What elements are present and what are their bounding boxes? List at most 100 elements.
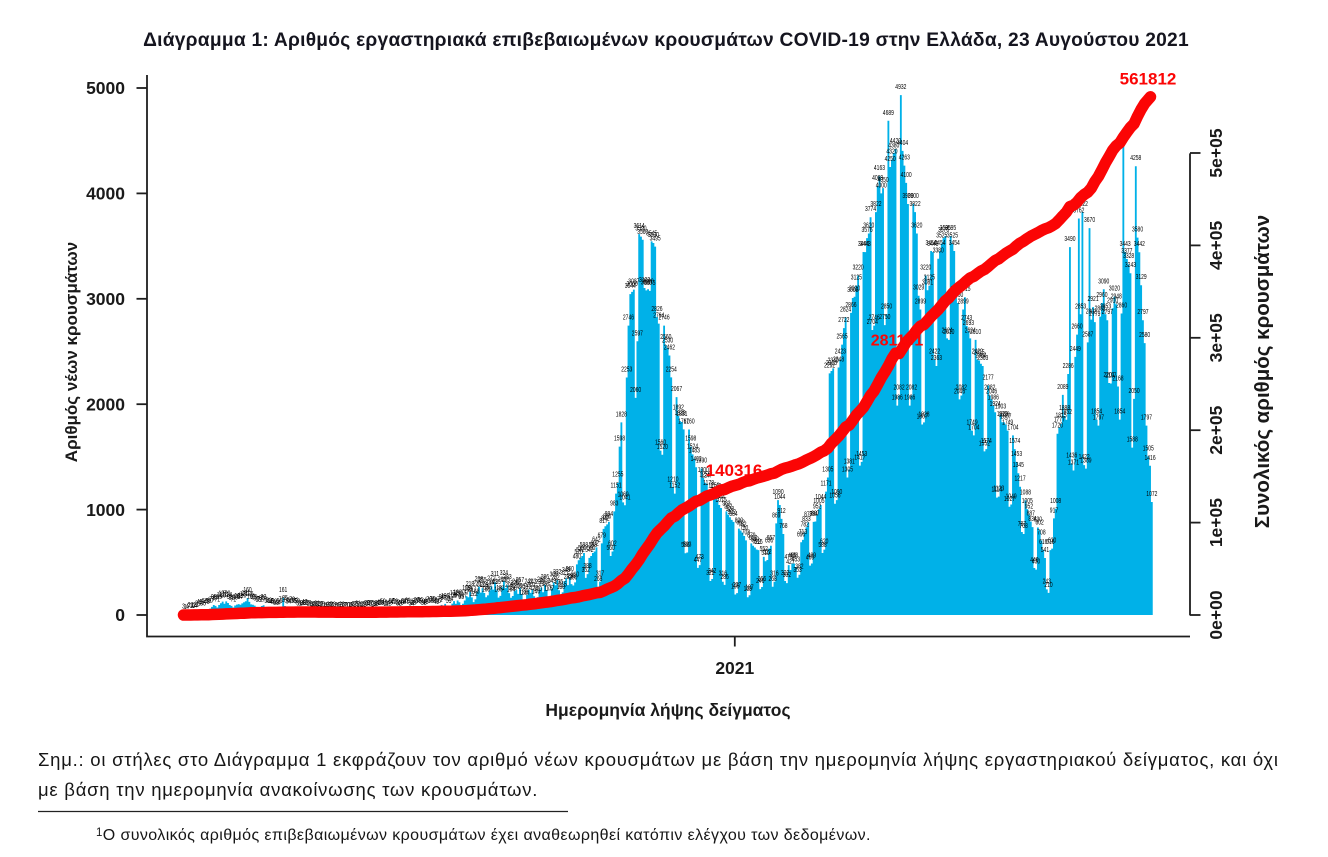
svg-text:1815: 1815 <box>1056 413 1067 420</box>
svg-text:58: 58 <box>428 598 434 605</box>
svg-text:93: 93 <box>261 594 267 601</box>
svg-text:54: 54 <box>286 598 292 605</box>
svg-text:322: 322 <box>781 570 789 577</box>
svg-text:Ημερομηνία λήψης δείγματος: Ημερομηνία λήψης δείγματος <box>545 700 790 720</box>
svg-text:708: 708 <box>1037 529 1045 536</box>
svg-text:1807: 1807 <box>1000 414 1011 421</box>
svg-text:316: 316 <box>719 571 727 578</box>
svg-text:917: 917 <box>1050 507 1058 514</box>
svg-text:2899: 2899 <box>958 298 969 305</box>
svg-text:430: 430 <box>1032 559 1040 566</box>
svg-text:2824: 2824 <box>840 306 851 313</box>
svg-text:2960: 2960 <box>1096 292 1107 299</box>
svg-text:4404: 4404 <box>897 140 908 147</box>
svg-text:20: 20 <box>345 602 351 609</box>
svg-text:3220: 3220 <box>853 265 864 272</box>
svg-text:49: 49 <box>400 599 406 606</box>
svg-text:95: 95 <box>216 594 222 601</box>
svg-text:2449: 2449 <box>1070 346 1081 353</box>
svg-text:3454: 3454 <box>926 240 937 247</box>
svg-text:1829: 1829 <box>997 411 1008 418</box>
svg-text:1828: 1828 <box>999 411 1010 418</box>
svg-text:2363: 2363 <box>931 355 942 362</box>
svg-text:884: 884 <box>729 511 737 518</box>
svg-text:4263: 4263 <box>899 155 910 162</box>
svg-text:602: 602 <box>608 541 616 548</box>
svg-text:1305: 1305 <box>822 467 833 474</box>
svg-text:2384: 2384 <box>975 353 986 360</box>
svg-text:2802: 2802 <box>1086 309 1097 316</box>
svg-text:18: 18 <box>348 602 354 609</box>
svg-text:616: 616 <box>1039 539 1047 546</box>
svg-text:73: 73 <box>426 596 432 603</box>
svg-text:87: 87 <box>213 595 219 602</box>
svg-text:3087: 3087 <box>628 279 639 286</box>
svg-text:332: 332 <box>553 569 561 576</box>
svg-text:4320: 4320 <box>886 149 897 156</box>
svg-text:97: 97 <box>250 594 256 601</box>
svg-text:146: 146 <box>532 589 540 596</box>
svg-text:21: 21 <box>329 602 335 609</box>
svg-text:45: 45 <box>377 599 383 606</box>
svg-text:52: 52 <box>272 599 278 606</box>
svg-text:2197: 2197 <box>1105 372 1116 379</box>
svg-text:1797: 1797 <box>1093 415 1104 422</box>
svg-text:679: 679 <box>598 532 606 539</box>
svg-text:208: 208 <box>505 582 513 589</box>
svg-text:215: 215 <box>559 581 567 588</box>
svg-text:235: 235 <box>493 579 501 586</box>
svg-text:1986: 1986 <box>988 395 999 402</box>
svg-text:322: 322 <box>706 570 714 577</box>
svg-text:18: 18 <box>332 602 338 609</box>
svg-text:283: 283 <box>503 574 511 581</box>
svg-text:2779: 2779 <box>1089 311 1100 318</box>
svg-text:179: 179 <box>462 585 470 592</box>
svg-text:39: 39 <box>378 600 384 607</box>
svg-text:55: 55 <box>435 598 441 605</box>
svg-text:2046: 2046 <box>954 388 965 395</box>
svg-text:14: 14 <box>346 603 352 610</box>
svg-text:75: 75 <box>430 596 436 603</box>
svg-text:136: 136 <box>519 590 527 597</box>
svg-text:1114: 1114 <box>991 487 1002 494</box>
svg-text:642: 642 <box>592 536 600 543</box>
svg-text:2565: 2565 <box>837 334 848 341</box>
svg-text:2750: 2750 <box>879 314 890 321</box>
svg-text:Διάγραμμα 1: Αριθμός εργαστηρι: Διάγραμμα 1: Αριθμός εργαστηριακά επιβεβ… <box>143 30 1189 51</box>
svg-text:782: 782 <box>801 522 809 529</box>
svg-text:30: 30 <box>373 601 379 608</box>
svg-text:67: 67 <box>414 597 420 604</box>
svg-text:56: 56 <box>277 598 283 605</box>
svg-text:3620: 3620 <box>911 223 922 230</box>
svg-text:25: 25 <box>353 601 359 608</box>
svg-text:127: 127 <box>219 591 227 598</box>
svg-text:2624: 2624 <box>942 327 953 334</box>
svg-text:2921: 2921 <box>1088 296 1099 303</box>
svg-text:114: 114 <box>224 592 232 599</box>
svg-text:101: 101 <box>247 593 255 600</box>
svg-text:690: 690 <box>797 531 805 538</box>
svg-text:95: 95 <box>458 594 464 601</box>
svg-text:489: 489 <box>808 553 816 560</box>
svg-text:1027: 1027 <box>1004 496 1015 503</box>
svg-text:1704: 1704 <box>1007 424 1018 431</box>
svg-text:1797: 1797 <box>1141 415 1152 422</box>
svg-text:234: 234 <box>486 579 494 586</box>
svg-text:750: 750 <box>740 525 748 532</box>
svg-text:1171: 1171 <box>821 481 832 488</box>
svg-text:1345: 1345 <box>1013 462 1024 469</box>
svg-text:3670: 3670 <box>1084 217 1095 224</box>
svg-text:14: 14 <box>191 603 197 610</box>
svg-text:23: 23 <box>330 602 336 609</box>
svg-text:877: 877 <box>804 512 812 519</box>
svg-text:268: 268 <box>475 576 483 583</box>
svg-text:63: 63 <box>293 597 299 604</box>
svg-text:112: 112 <box>217 592 225 599</box>
svg-text:66: 66 <box>418 597 424 604</box>
svg-text:255: 255 <box>502 577 510 584</box>
svg-text:1777: 1777 <box>1054 417 1065 424</box>
svg-text:268: 268 <box>594 576 602 583</box>
svg-text:3442: 3442 <box>1134 241 1145 248</box>
svg-text:286: 286 <box>721 574 729 581</box>
svg-text:24: 24 <box>371 602 377 609</box>
